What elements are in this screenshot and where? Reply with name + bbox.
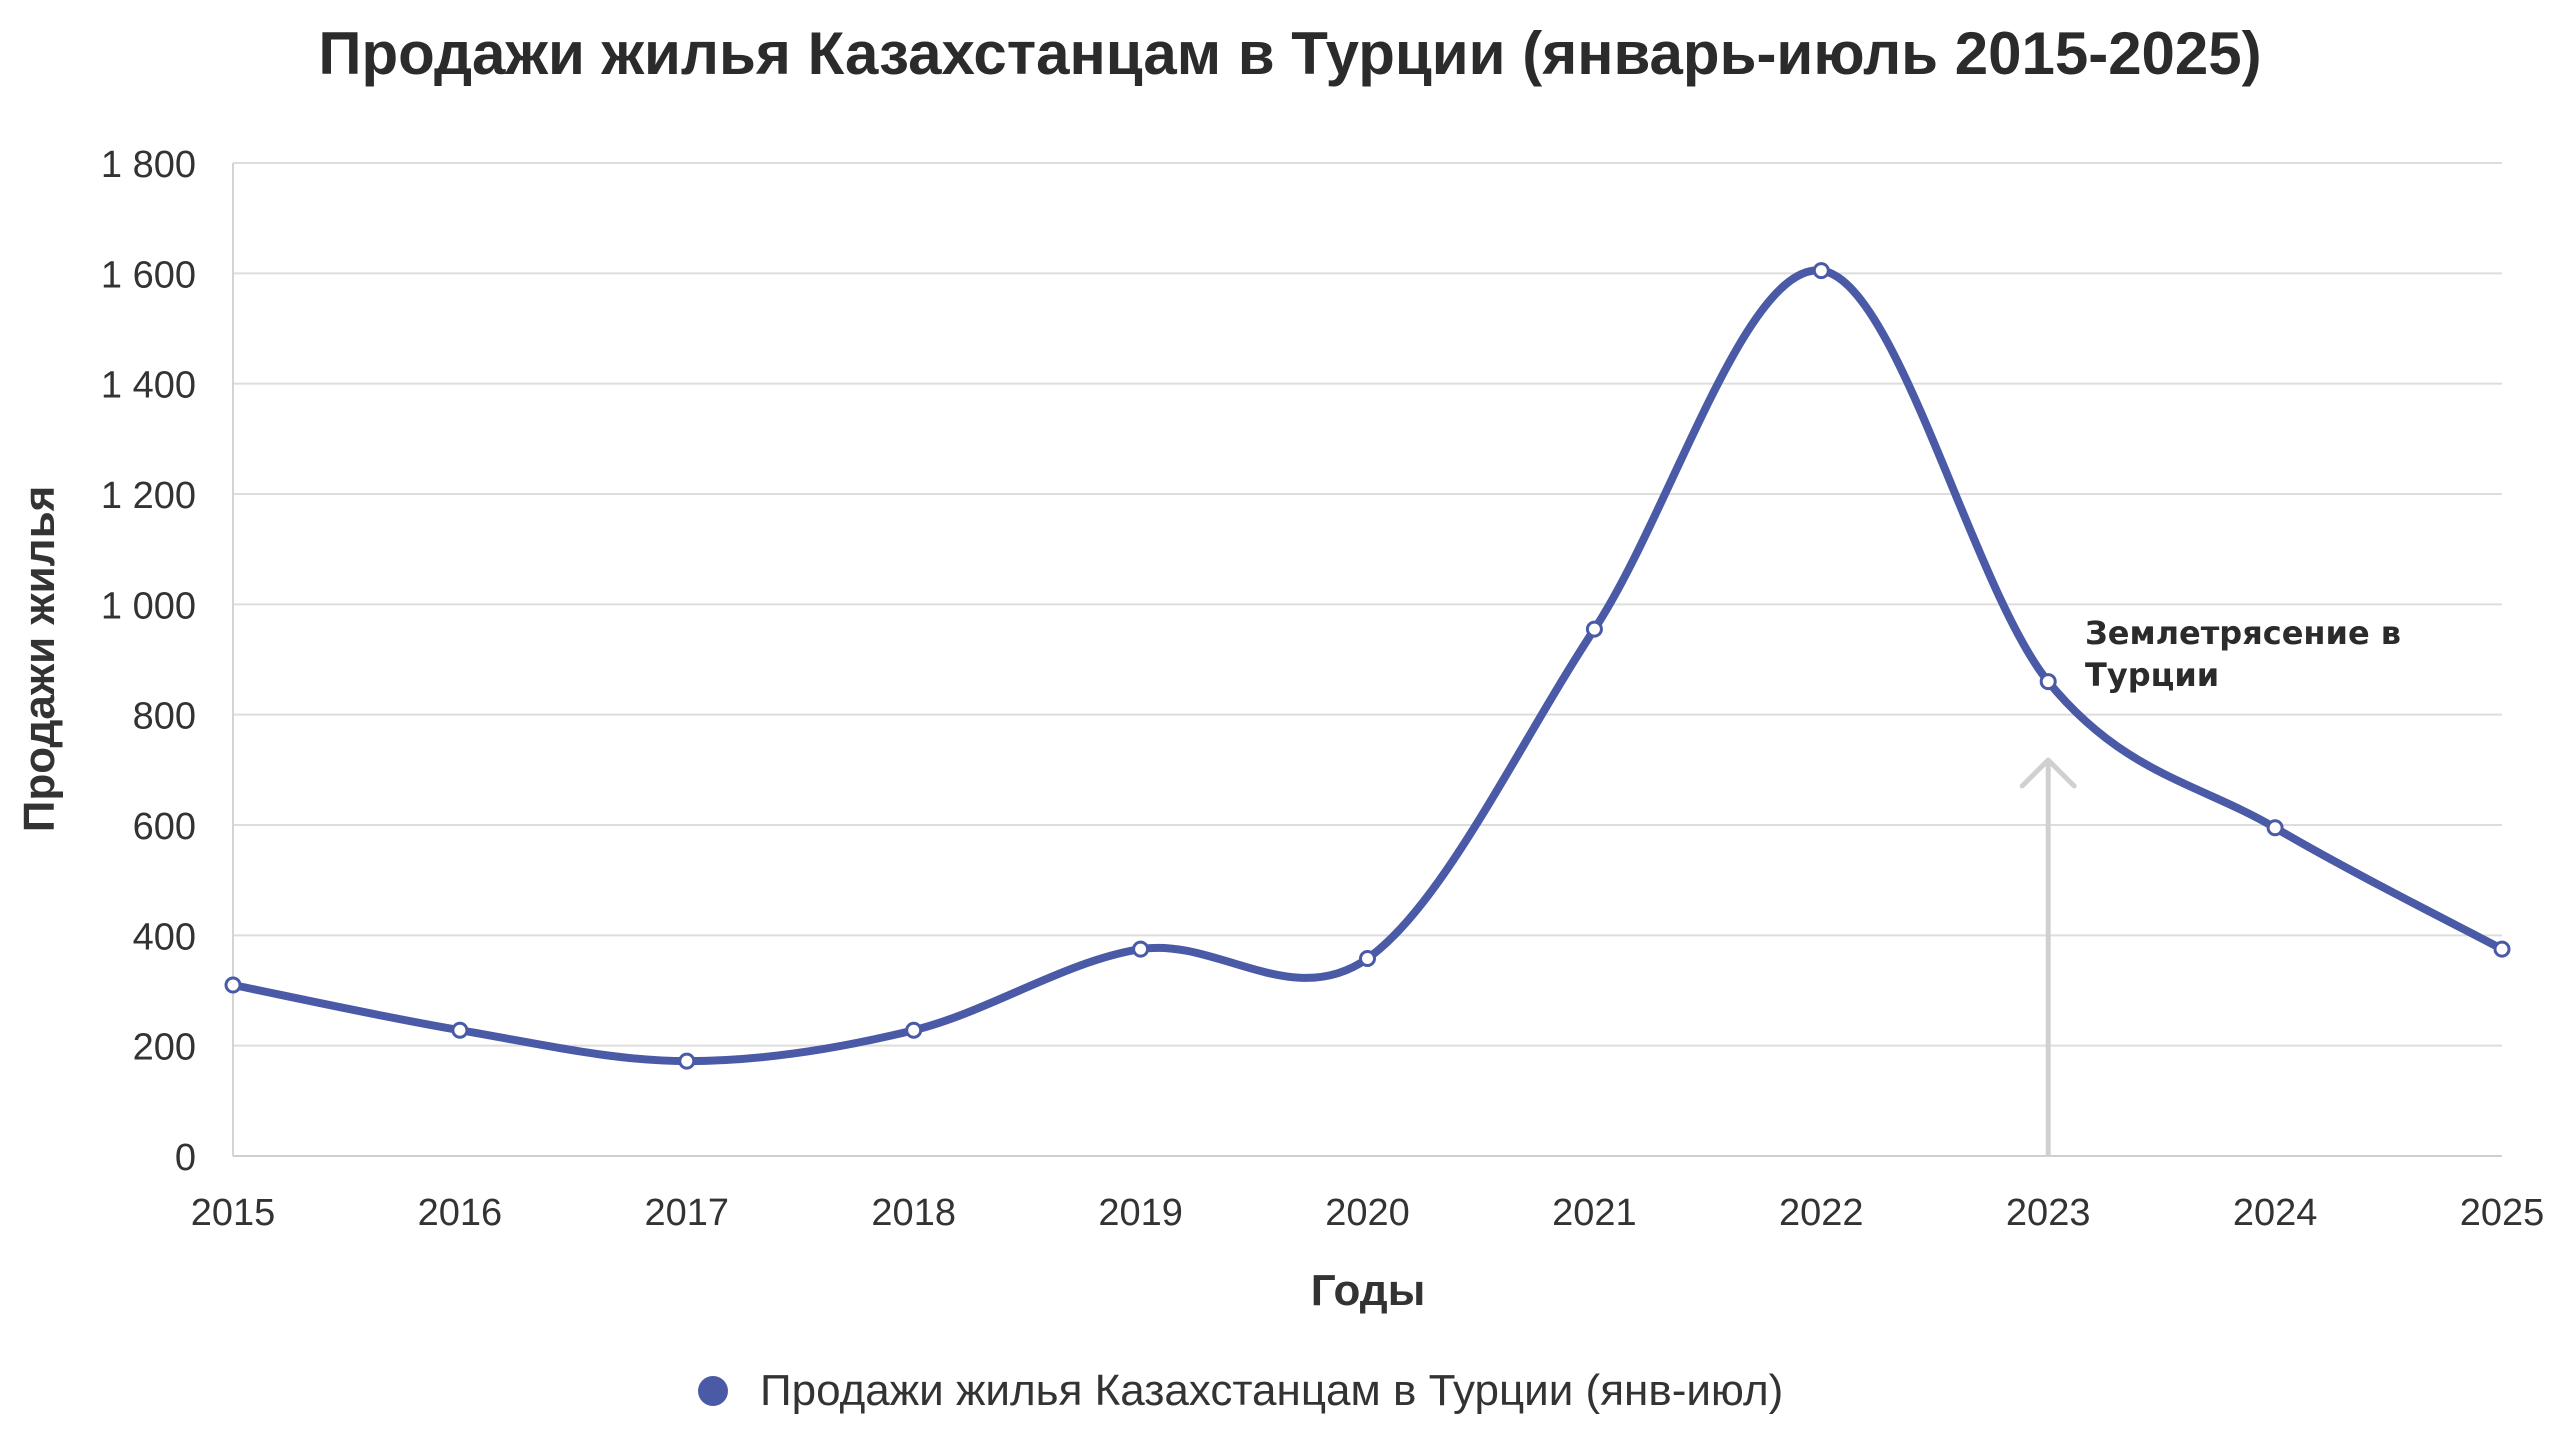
y-tick-labels: 0 200 400 600 800 1 000 1 200 1 400 1 600 1 800	[101, 144, 196, 1179]
x-tick-label: 2019	[1098, 1192, 1183, 1234]
y-tick-label: 1 800	[101, 144, 196, 186]
x-tick-label: 2020	[1325, 1192, 1410, 1234]
x-tick-labels: 2015 2016 2017 2018 2019 2020 2021 2022 2023 2024…	[191, 1192, 2545, 1234]
y-tick-label: 800	[133, 696, 196, 738]
data-point	[224, 976, 242, 994]
earthquake-annotation: Землетрясение в Турции	[2019, 614, 2412, 1156]
annotation-line-1: Землетрясение в	[2085, 614, 2401, 652]
y-axis-title: Продажи жилья	[15, 486, 64, 833]
data-point	[1359, 950, 1376, 968]
y-tick-label: 1 600	[101, 254, 196, 296]
chart-title: Продажи жилья Казахстанцам в Турции (янв…	[318, 20, 2261, 87]
y-tick-label: 0	[175, 1137, 196, 1179]
x-axis-title: Годы	[1311, 1266, 1426, 1315]
data-point	[905, 1021, 923, 1039]
legend-label: Продажи жилья Казахстанцам в Турции (янв…	[760, 1366, 1783, 1415]
data-point	[2266, 819, 2284, 837]
x-tick-label: 2021	[1552, 1192, 1637, 1234]
y-tick-label: 1 000	[101, 585, 196, 627]
x-tick-label: 2018	[871, 1192, 956, 1234]
y-tick-label: 1 200	[101, 475, 196, 517]
y-tick-label: 200	[133, 1027, 196, 1069]
x-tick-label: 2022	[1779, 1192, 1864, 1234]
y-tick-label: 1 400	[101, 365, 196, 407]
x-tick-label: 2025	[2460, 1192, 2545, 1234]
data-point	[1585, 620, 1603, 638]
data-point	[451, 1021, 469, 1039]
annotation-text: Землетрясение в Турции	[2085, 614, 2412, 694]
data-points	[224, 262, 2511, 1070]
series-line	[229, 266, 2506, 1066]
series	[224, 262, 2511, 1070]
legend-marker	[698, 1376, 728, 1406]
x-tick-label: 2017	[645, 1192, 730, 1234]
data-point	[2039, 673, 2057, 691]
annotation-line-2: Турции	[2085, 656, 2219, 694]
legend: Продажи жилья Казахстанцам в Турции (янв…	[698, 1366, 1783, 1415]
data-point	[1812, 262, 1830, 280]
data-point	[2493, 940, 2511, 958]
x-tick-label: 2024	[2233, 1192, 2318, 1234]
x-tick-label: 2016	[418, 1192, 503, 1234]
y-tick-label: 600	[133, 806, 196, 848]
x-tick-label: 2023	[2006, 1192, 2091, 1234]
annotation-arrow-head	[2019, 757, 2077, 789]
y-tick-label: 400	[133, 916, 196, 958]
gridlines	[233, 162, 2502, 1157]
x-tick-label: 2015	[191, 1192, 276, 1234]
data-point	[1132, 940, 1150, 958]
data-point	[678, 1052, 696, 1070]
